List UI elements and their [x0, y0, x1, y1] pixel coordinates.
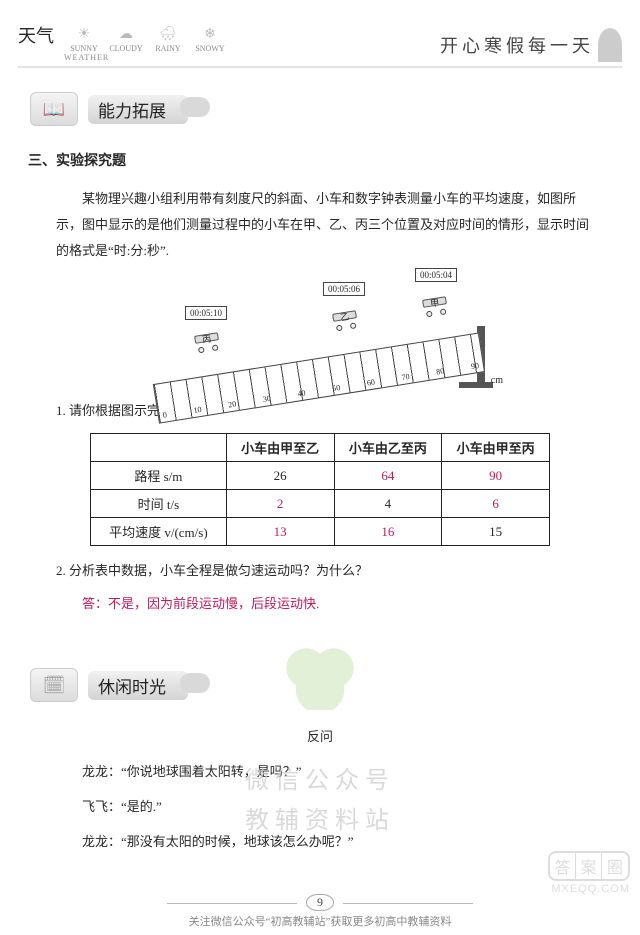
cell: 90: [442, 462, 550, 490]
col-blank: [91, 434, 227, 462]
weather-label: 天气: [18, 22, 54, 48]
q3-intro: 某物理兴趣小组利用带有刻度尺的斜面、小车和数字钟表测量小车的平均速度，如图所示，…: [56, 186, 592, 264]
row-speed-h: 平均速度 v/(cm/s): [91, 518, 227, 546]
weather-icons: ☀SUNNY ☁CLOUDY 🌧RAINY ❄SNOWY: [64, 24, 230, 53]
rainy-icon: 🌧: [148, 24, 188, 44]
snowy-en: SNOWY: [190, 44, 230, 53]
badge-char: 圈: [602, 853, 628, 879]
timer-c: 00:05:10: [185, 306, 227, 320]
sunny-en: SUNNY: [64, 44, 104, 53]
weather-block: 天气 ☀SUNNY ☁CLOUDY 🌧RAINY ❄SNOWY WEATHER: [18, 22, 230, 62]
incline-figure: 010 2030 4050 6070 8090 cm 00:05:10 00:0…: [155, 276, 485, 386]
ability-title: 能力拓展: [88, 95, 188, 124]
snowy-icon: ❄: [190, 24, 230, 44]
timer-b: 00:05:06: [323, 282, 365, 296]
cell: 26: [226, 462, 334, 490]
table-row: 小车由甲至乙 小车由乙至丙 小车由甲至丙: [91, 434, 550, 462]
q3-heading: 三、实验探究题: [28, 150, 612, 170]
cart-c: 丙: [194, 332, 220, 350]
page-footer: 9 关注微信公众号“初高教辅站”获取更多初高中教辅资料: [0, 894, 640, 929]
cell: 15: [442, 518, 550, 546]
cell: 4: [334, 490, 442, 518]
ruler-unit: cm: [491, 375, 503, 386]
footer-text: 关注微信公众号“初高教辅站”获取更多初高中教辅资料: [0, 913, 640, 929]
figure-base: [459, 382, 493, 388]
q3-sub2: 2. 分析表中数据，小车全程是做匀速运动吗？为什么？: [56, 560, 592, 579]
page-header: 天气 ☀SUNNY ☁CLOUDY 🌧RAINY ❄SNOWY WEATHER …: [0, 0, 640, 62]
watermark-leaf-icon: [285, 640, 355, 710]
table-row: 时间 t/s 2 4 6: [91, 490, 550, 518]
sunny-icon: ☀: [64, 24, 104, 44]
timer-a: 00:05:04: [415, 268, 457, 282]
col-bc: 小车由乙至丙: [334, 434, 442, 462]
weather-en: WEATHER: [64, 53, 230, 62]
calendar-icon: 🗓: [30, 668, 78, 702]
cell: 13: [226, 518, 334, 546]
kid-icon: [598, 28, 622, 62]
slogan-text: 开心寒假每一天: [440, 32, 594, 58]
page-number: 9: [306, 894, 334, 911]
cell: 64: [334, 462, 442, 490]
badge-char: 答: [550, 853, 576, 879]
leisure-title: 休闲时光: [88, 671, 188, 700]
cart-b: 乙: [332, 310, 358, 328]
col-ab: 小车由甲至乙: [226, 434, 334, 462]
table-row: 平均速度 v/(cm/s) 13 16 15: [91, 518, 550, 546]
header-slogan: 开心寒假每一天: [440, 28, 622, 62]
cell: 2: [226, 490, 334, 518]
book-glasses-icon: 📖: [30, 92, 78, 126]
section-ability: 📖 能力拓展: [30, 92, 622, 126]
q3-answer: 答：不是，因为前段运动慢，后段运动快.: [56, 593, 592, 612]
col-ac: 小车由甲至丙: [442, 434, 550, 462]
cell: 6: [442, 490, 550, 518]
table-row: 路程 s/m 26 64 90: [91, 462, 550, 490]
rainy-en: RAINY: [148, 44, 188, 53]
data-table: 小车由甲至乙 小车由乙至丙 小车由甲至丙 路程 s/m 26 64 90 时间 …: [90, 433, 550, 546]
cloudy-en: CLOUDY: [106, 44, 146, 53]
cell: 16: [334, 518, 442, 546]
q3-sub1: 1. 请你根据图示完成下表：: [56, 400, 592, 419]
watermark-line1: 微信公众号: [245, 760, 395, 795]
cart-a: 甲: [422, 296, 448, 314]
story-title: 反问: [0, 726, 640, 745]
badge-char: 案: [576, 853, 602, 879]
watermark-line2: 教辅资料站: [245, 800, 395, 835]
row-time-h: 时间 t/s: [91, 490, 227, 518]
row-dist-h: 路程 s/m: [91, 462, 227, 490]
answer-badge: 答 案 圈 MXEQQ.COM: [548, 851, 630, 895]
cloudy-icon: ☁: [106, 24, 146, 44]
header-divider: [18, 66, 622, 68]
